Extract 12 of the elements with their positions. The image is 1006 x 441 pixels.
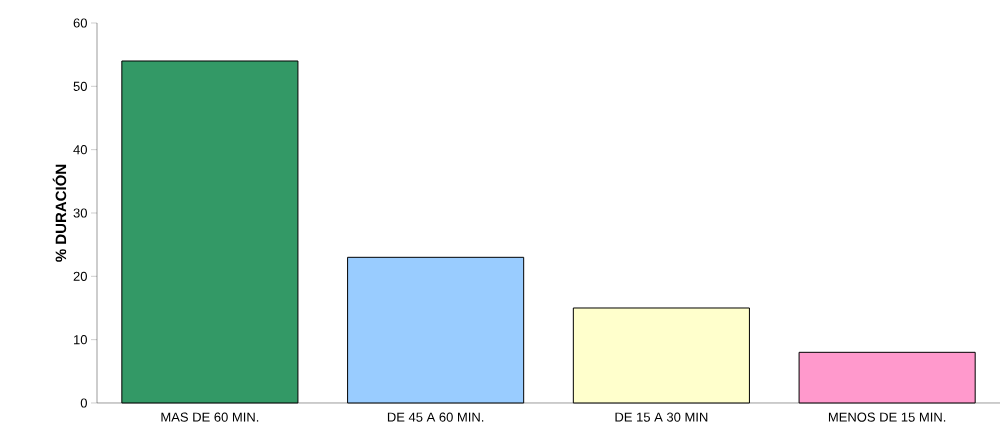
y-tick-label: 20 bbox=[73, 271, 87, 281]
y-axis-title: % DURACIÓN bbox=[52, 164, 67, 262]
y-tick-label: 40 bbox=[73, 145, 87, 155]
x-tick-label: DE 45 A 60 MIN. bbox=[387, 412, 484, 422]
y-tick-label: 0 bbox=[80, 398, 87, 408]
y-tick-label: 10 bbox=[74, 335, 87, 345]
x-tick-label: DE 15 A 30 MIN bbox=[615, 412, 708, 422]
x-tick-label: MENOS DE 15 MIN. bbox=[828, 412, 946, 422]
y-tick-label: 30 bbox=[73, 208, 87, 218]
y-tick-label: 50 bbox=[73, 81, 87, 91]
y-tick-label: 60 bbox=[73, 18, 87, 28]
x-tick-label: MAS DE 60 MIN. bbox=[161, 412, 259, 422]
